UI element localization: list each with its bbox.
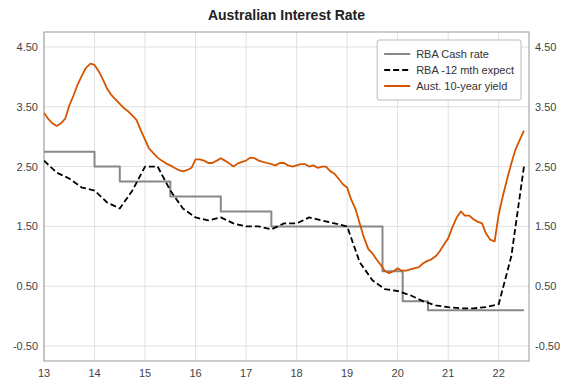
x-tick-label: 15	[139, 367, 151, 379]
y2-tick-label: 1.50	[535, 220, 556, 232]
grid	[44, 32, 529, 361]
grid-line-y	[44, 106, 529, 107]
legend-label: Aust. 10-year yield	[416, 80, 507, 92]
title: Australian Interest Rate	[208, 7, 365, 23]
y2-tick-label: 4.50	[535, 41, 556, 53]
x-tick-label: 16	[189, 367, 201, 379]
legend: RBA Cash rate RBA -12 mth expect Aust. 10-…	[377, 40, 521, 100]
x-tick-label: 14	[88, 367, 100, 379]
step-line	[44, 152, 524, 311]
x-tick-label: 13	[38, 367, 50, 379]
x-tick-label: 21	[442, 367, 454, 379]
y2-tick-label: 2.50	[535, 161, 556, 173]
axes: 13 14 15 16 17 18 19 20 21 22 -0.50 0.50 1.50 2.50 3.5…	[13, 41, 560, 379]
plot-area	[44, 64, 524, 310]
y-tick-label: 0.50	[17, 280, 38, 292]
legend-label: RBA -12 mth expect	[416, 64, 514, 76]
grid-line-x	[296, 32, 297, 361]
x-tick-label: 17	[240, 367, 252, 379]
y2-tick-label: 3.50	[535, 101, 556, 113]
grid-line-x	[246, 32, 247, 361]
grid-line-x	[94, 32, 95, 361]
plot-frame	[44, 32, 529, 361]
x-tick-label: 19	[341, 367, 353, 379]
legend-swatch	[384, 85, 410, 87]
chart: 13 14 15 16 17 18 19 20 21 22 -0.50 0.50 1.50 2.50 3.5…	[0, 0, 573, 387]
y2-tick-label: -0.50	[535, 340, 560, 352]
y-tick-label: -0.50	[13, 340, 38, 352]
legend-box	[377, 40, 521, 100]
legend-swatch	[384, 53, 410, 55]
legend-label: RBA Cash rate	[416, 48, 489, 60]
y-tick-label: 4.50	[17, 41, 38, 53]
grid-line-y	[44, 346, 529, 347]
x-tick-label: 22	[493, 367, 505, 379]
line	[44, 161, 524, 309]
grid-line-x	[145, 32, 146, 361]
grid-line-x	[347, 32, 348, 361]
y-tick-label: 2.50	[17, 161, 38, 173]
grid-line-y	[44, 286, 529, 287]
y-tick-label: 3.50	[17, 101, 38, 113]
y-tick-label: 1.50	[17, 220, 38, 232]
x-tick-label: 18	[290, 367, 302, 379]
y2-tick-label: 0.50	[535, 280, 556, 292]
legend-swatch	[384, 69, 410, 71]
x-tick-label: 20	[392, 367, 404, 379]
